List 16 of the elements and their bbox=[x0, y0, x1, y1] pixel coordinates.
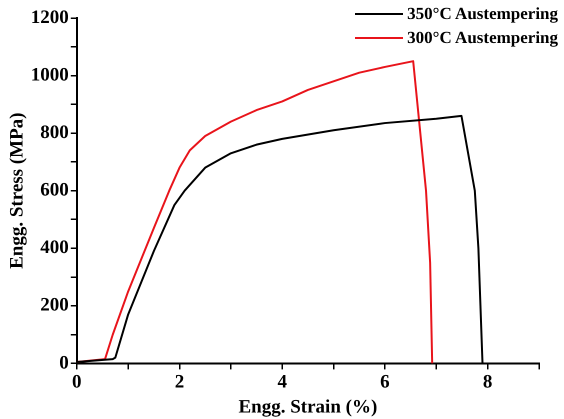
y-tick-label: 800 bbox=[40, 122, 69, 144]
legend-label: 350°C Austempering bbox=[407, 4, 558, 24]
legend-label: 300°C Austempering bbox=[407, 28, 558, 48]
y-tick-label: 600 bbox=[40, 180, 69, 201]
x-tick-label: 4 bbox=[277, 372, 288, 393]
x-tick-label: 8 bbox=[482, 372, 492, 393]
x-tick-label: 0 bbox=[72, 372, 82, 393]
x-axis-title: Engg. Strain (%) bbox=[238, 396, 378, 418]
y-tick-label: 200 bbox=[40, 294, 69, 316]
y-tick-label: 1200 bbox=[30, 6, 69, 28]
y-tick-label: 1000 bbox=[30, 64, 69, 86]
y-tick-label: 400 bbox=[40, 237, 69, 258]
x-tick-label: 6 bbox=[380, 372, 390, 393]
x-tick-label: 2 bbox=[174, 372, 184, 393]
y-tick-label: 0 bbox=[59, 352, 69, 374]
y-axis-title: Engg. Stress (MPa) bbox=[6, 112, 28, 269]
